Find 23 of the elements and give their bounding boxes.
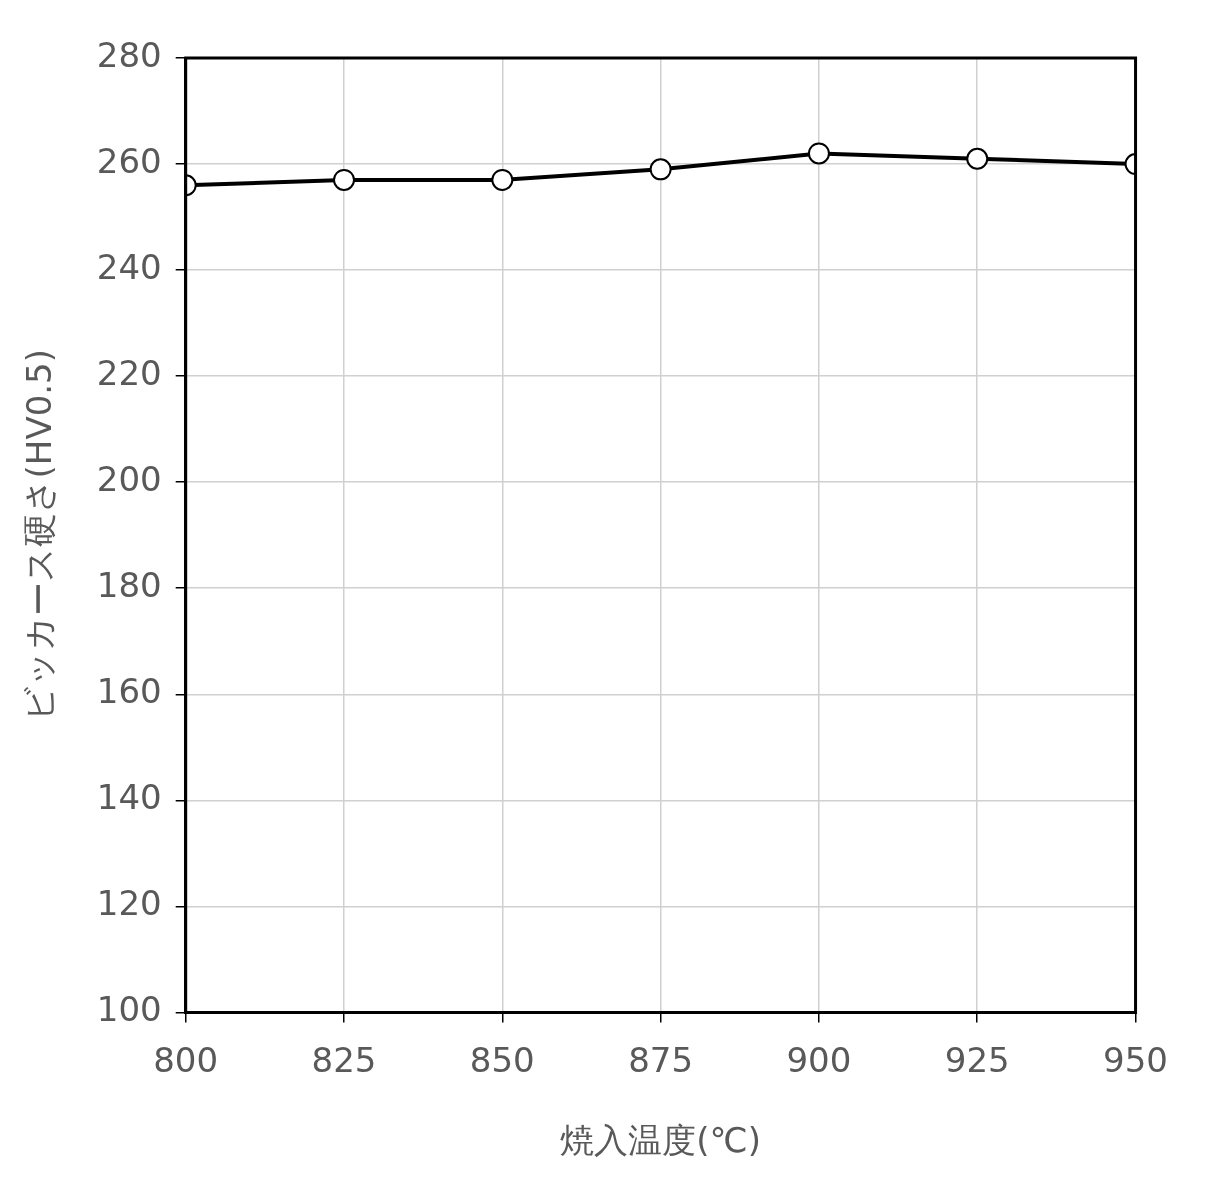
x-tick-label: 875 bbox=[628, 1039, 694, 1080]
x-tick-label: 800 bbox=[153, 1039, 219, 1080]
y-tick-label: 260 bbox=[96, 140, 162, 181]
point bbox=[491, 168, 514, 191]
point bbox=[807, 142, 830, 165]
y-tick-label: 140 bbox=[96, 777, 162, 818]
y-tick-label: 180 bbox=[96, 565, 162, 606]
y-tick-label: 120 bbox=[96, 883, 162, 924]
y-axis-title: ビッカース硬さ(HV0.5) bbox=[19, 348, 60, 722]
x-tick-label: 925 bbox=[944, 1039, 1010, 1080]
y-tick-label: 240 bbox=[96, 246, 162, 287]
y-tick-label: 280 bbox=[96, 34, 162, 75]
x-tick-label: 850 bbox=[469, 1039, 535, 1080]
point bbox=[649, 158, 672, 181]
y-tick-label: 100 bbox=[96, 989, 162, 1030]
x-tick-label: 900 bbox=[786, 1039, 852, 1080]
x-tick-label: 950 bbox=[1103, 1039, 1169, 1080]
y-tick-label: 160 bbox=[96, 671, 162, 712]
x-axis-title: 焼入温度(℃) bbox=[560, 1120, 761, 1161]
point bbox=[333, 168, 356, 191]
y-tick-label: 200 bbox=[96, 459, 162, 500]
y-tick-label: 220 bbox=[96, 352, 162, 393]
x-tick-label: 825 bbox=[311, 1039, 377, 1080]
